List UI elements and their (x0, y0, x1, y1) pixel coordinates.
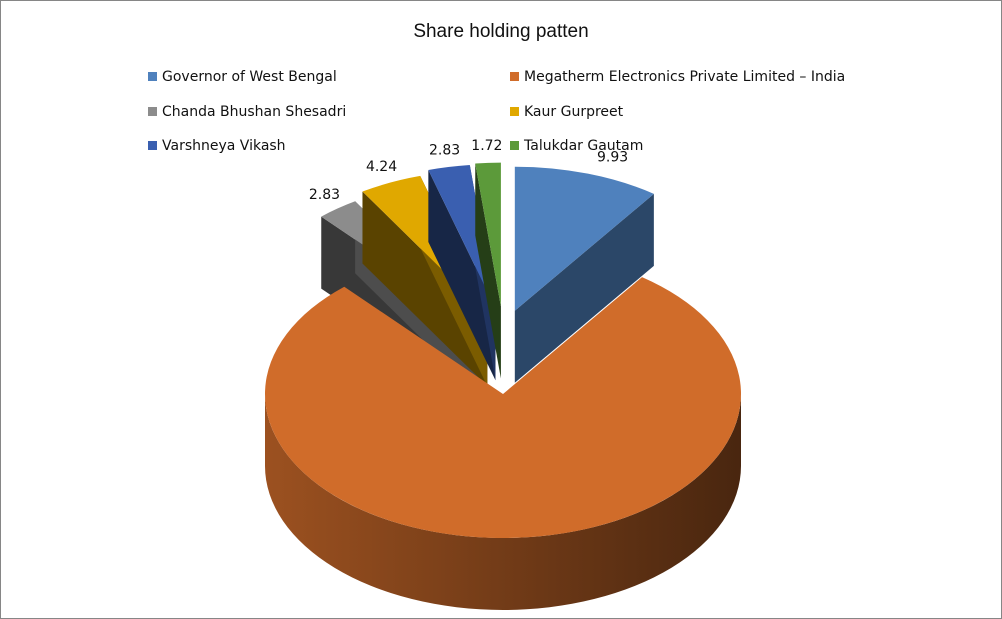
data-label: 2.83 (429, 142, 460, 158)
slice-face (514, 193, 654, 383)
slice-side (265, 394, 741, 610)
chart-title: Share holding patten (413, 21, 589, 42)
pie-slice (514, 166, 654, 383)
data-label: 4.24 (366, 159, 397, 175)
slice-face (428, 170, 496, 381)
legend-swatch (148, 72, 157, 81)
legend-item-megatherm: Megatherm Electronics Private Limited – … (510, 69, 845, 85)
legend-swatch (510, 141, 519, 150)
data-label: 1.72 (471, 138, 502, 154)
legend-label: Kaur Gurpreet (524, 104, 624, 120)
data-label: 2.83 (309, 187, 340, 203)
slice-top (428, 165, 496, 309)
legend-swatch (148, 107, 157, 116)
slice-top (265, 277, 741, 538)
slice-face (475, 163, 501, 379)
legend-item-varshneya: Varshneya Vikash (148, 138, 286, 154)
pie-slice (265, 277, 741, 610)
legend-label: Varshneya Vikash (162, 138, 286, 154)
legend-label: Talukdar Gautam (524, 138, 644, 154)
legend-label: Megatherm Electronics Private Limited – … (524, 69, 846, 85)
pie-slice (475, 162, 501, 379)
legend-swatch (510, 107, 519, 116)
legend-label: Governor of West Bengal (162, 69, 337, 85)
legend-item-kaur: Kaur Gurpreet (510, 104, 623, 120)
legend-label: Chanda Bhushan Shesadri (162, 104, 347, 120)
data-label: 9.93 (597, 150, 628, 166)
slice-face (362, 191, 488, 387)
legend-item-governor: Governor of West Bengal (148, 69, 337, 85)
legend-swatch (148, 141, 157, 150)
slice-top (475, 162, 501, 307)
legend-swatch (510, 72, 519, 81)
legend-item-chanda: Chanda Bhushan Shesadri (148, 104, 346, 120)
legend-item-talukdar: Talukdar Gautam (510, 138, 643, 154)
slice-top (514, 166, 654, 311)
